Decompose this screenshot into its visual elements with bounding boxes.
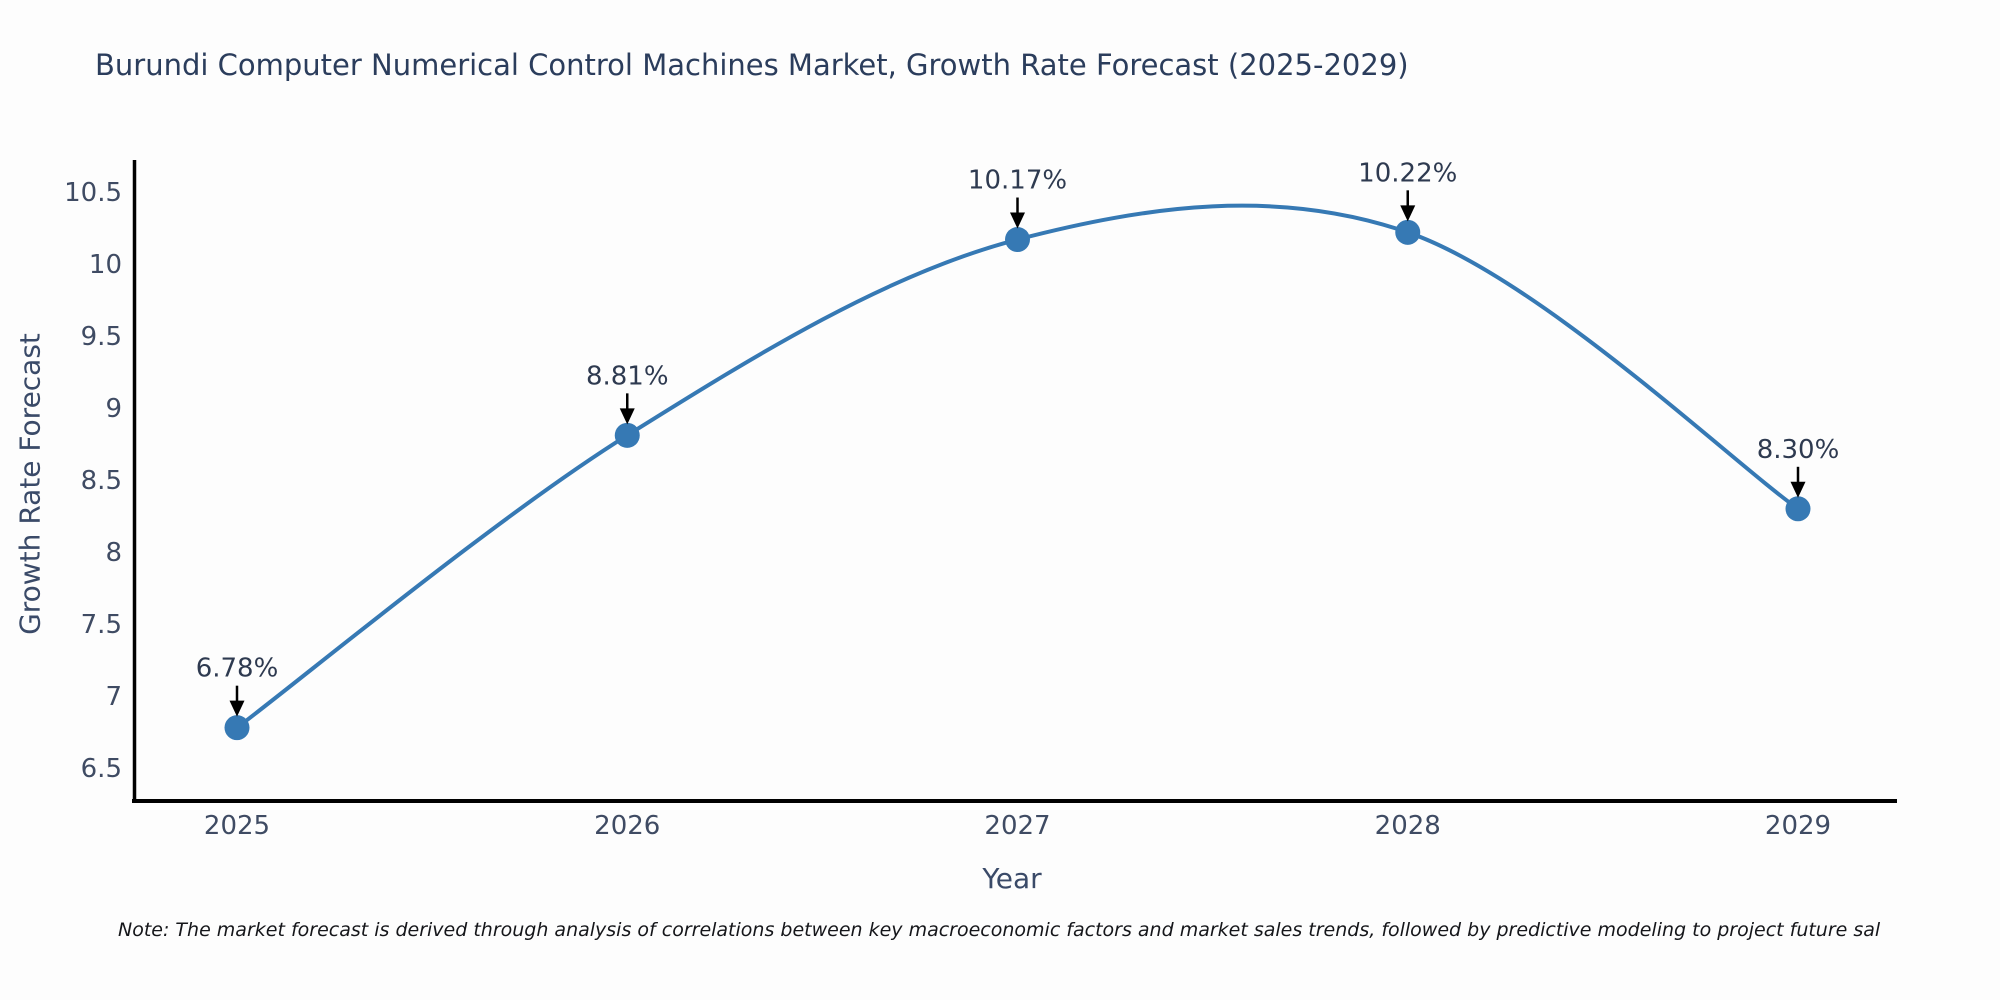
y-tick-label: 9 [105,394,122,424]
chart-title: Burundi Computer Numerical Control Machi… [95,48,1409,82]
data-point-label: 10.17% [968,166,1067,196]
data-point-marker [1785,496,1811,522]
data-point-marker [614,422,640,448]
x-tick-label: 2025 [204,811,270,841]
data-point-marker [1005,227,1030,253]
y-tick-label: 7.5 [81,610,122,640]
y-tick-label: 8 [105,538,122,568]
x-axis-title: Year [982,862,1042,895]
annotation-arrowhead [1400,205,1416,222]
y-tick-label: 6.5 [81,754,122,784]
x-tick-label: 2027 [984,811,1050,841]
annotation-arrowhead [229,700,245,717]
x-tick-label: 2026 [594,811,660,841]
annotation-arrowhead [1790,481,1806,498]
y-tick-label: 10.5 [64,178,122,208]
data-point-marker [1395,219,1421,245]
data-point-label: 8.30% [1757,435,1840,465]
data-point-label: 10.22% [1358,158,1457,188]
data-point-label: 6.78% [196,654,279,684]
footnote: Note: The market forecast is derived thr… [118,919,1881,941]
y-tick-label: 7 [105,682,122,712]
x-tick-label: 2029 [1765,811,1831,841]
data-point-label: 8.81% [586,361,669,391]
y-tick-label: 9.5 [81,322,122,352]
data-point-marker [224,715,250,741]
trend-line [235,203,1800,730]
x-tick-label: 2028 [1375,811,1441,841]
annotation-arrowhead [619,408,635,425]
y-tick-label: 10 [89,250,122,280]
y-tick-label: 8.5 [81,466,122,496]
annotation-arrowhead [1010,212,1025,229]
